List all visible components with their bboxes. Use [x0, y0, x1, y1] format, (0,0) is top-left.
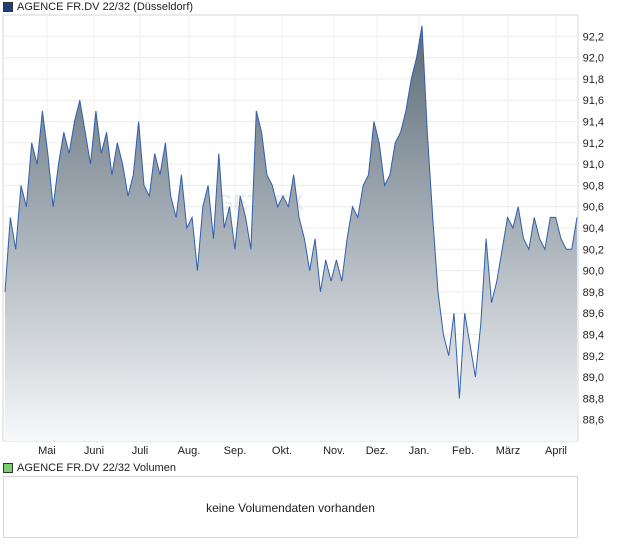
y-tick-label: 89,6 — [583, 308, 604, 320]
y-tick-label: 90,0 — [583, 266, 604, 278]
x-tick-label: Juni — [84, 445, 104, 457]
x-tick-label: März — [496, 445, 520, 457]
y-tick-label: 91,0 — [583, 159, 604, 171]
y-tick-label: 89,8 — [583, 287, 604, 299]
x-tick-label: Dez. — [366, 445, 389, 457]
y-axis-labels: 92,2 92,0 91,8 91,6 91,4 91,2 91,0 90,8 90,6 90,4… — [583, 31, 604, 426]
x-tick-label: Okt. — [272, 445, 292, 457]
price-line — [4, 25, 578, 399]
volume-legend: AGENCE FR.DV 22/32 Volumen — [3, 461, 176, 475]
y-tick-label: 90,2 — [583, 244, 604, 256]
price-legend-swatch — [3, 2, 13, 12]
x-tick-label: Aug. — [178, 445, 201, 457]
volume-legend-label: AGENCE FR.DV 22/32 Volumen — [17, 462, 176, 474]
y-tick-label: 90,8 — [583, 180, 604, 192]
x-tick-label: Jan. — [409, 445, 430, 457]
x-tick-label: Mai — [38, 445, 56, 457]
x-tick-label: Sep. — [224, 445, 247, 457]
y-tick-label: 89,0 — [583, 372, 604, 384]
price-legend: AGENCE FR.DV 22/32 (Düsseldorf) — [3, 0, 193, 14]
price-chart: GETTEX 92,292,091,891,691,491,291,090,89… — [2, 14, 604, 457]
volume-panel: keine Volumendaten vorhanden — [3, 476, 578, 538]
y-tick-label: 90,4 — [583, 223, 604, 235]
x-tick-label: Nov. — [323, 445, 345, 457]
y-tick-label: 91,6 — [583, 95, 604, 107]
y-tick-label: 92,0 — [583, 53, 604, 65]
y-tick-label: 89,2 — [583, 351, 604, 363]
y-tick-label: 91,8 — [583, 74, 604, 86]
x-tick-label: Juli — [132, 445, 149, 457]
price-legend-label: AGENCE FR.DV 22/32 (Düsseldorf) — [17, 1, 194, 13]
y-tick-label: 92,2 — [583, 31, 604, 43]
y-tick-label: 90,6 — [583, 202, 604, 214]
x-axis-labels: Mai Juni Juli Aug. Sep. Okt. Nov. Dez. Jan. Feb. M… — [38, 445, 567, 457]
y-tick-label: 88,6 — [583, 415, 604, 427]
x-tick-label: April — [545, 445, 567, 457]
x-tick-label: Feb. — [452, 445, 474, 457]
y-tick-label: 91,4 — [583, 117, 604, 129]
y-tick-label: 89,4 — [583, 330, 604, 342]
y-tick-label: 88,8 — [583, 393, 604, 405]
y-tick-label: 91,2 — [583, 138, 604, 150]
price-area — [5, 25, 577, 441]
volume-empty-message: keine Volumendaten vorhanden — [206, 501, 375, 515]
volume-legend-swatch — [3, 463, 13, 473]
